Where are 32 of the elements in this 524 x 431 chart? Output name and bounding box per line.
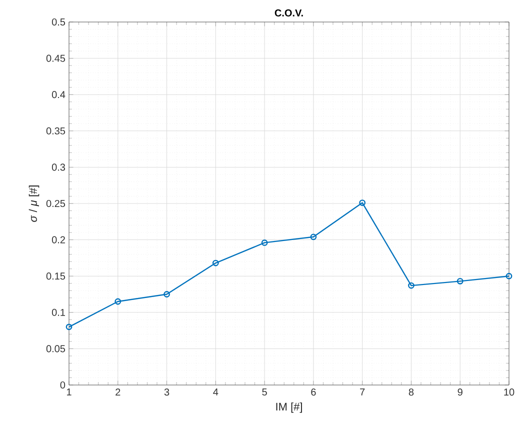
- x-tick-label: 9: [458, 388, 462, 396]
- y-tick-label: 0.2: [52, 236, 65, 244]
- x-tick-label: 2: [116, 388, 120, 396]
- y-tick-label: 0.35: [46, 127, 66, 134]
- y-tick-label: 0.1: [52, 308, 65, 316]
- y-tick-label: 0.4: [52, 91, 66, 98]
- point: [310, 234, 317, 240]
- x-axis-title: IM [#]: [276, 402, 302, 413]
- x-tick-label: 4: [213, 388, 218, 396]
- y-tick-label: 0.45: [46, 54, 66, 62]
- point: [456, 278, 464, 284]
- y-tick-label: 0.5: [52, 18, 66, 26]
- y-tick-label: 0.3: [52, 164, 66, 171]
- x-tick-label: 5: [262, 388, 267, 396]
- point: [408, 282, 414, 289]
- x-tick-label: 8: [408, 388, 414, 396]
- y-tick-label: 0.25: [46, 200, 66, 208]
- point: [114, 298, 122, 305]
- y-tick-label: 0.15: [46, 272, 66, 280]
- point: [212, 260, 219, 266]
- y-tick-label: 0: [60, 381, 66, 389]
- x-tick-label: 7: [360, 388, 365, 396]
- y-axis-title: σ / μ [#]: [28, 186, 40, 222]
- x-tick-label: 6: [311, 388, 316, 396]
- point: [261, 240, 268, 246]
- x-tick-label: 10: [504, 388, 514, 396]
- x-tick-label: 1: [66, 388, 72, 396]
- y-tick-label: 0.05: [46, 345, 66, 352]
- chart-title: C.O.V.: [274, 9, 303, 16]
- point: [164, 291, 170, 298]
- point: [359, 200, 366, 206]
- x-tick-label: 3: [164, 388, 170, 396]
